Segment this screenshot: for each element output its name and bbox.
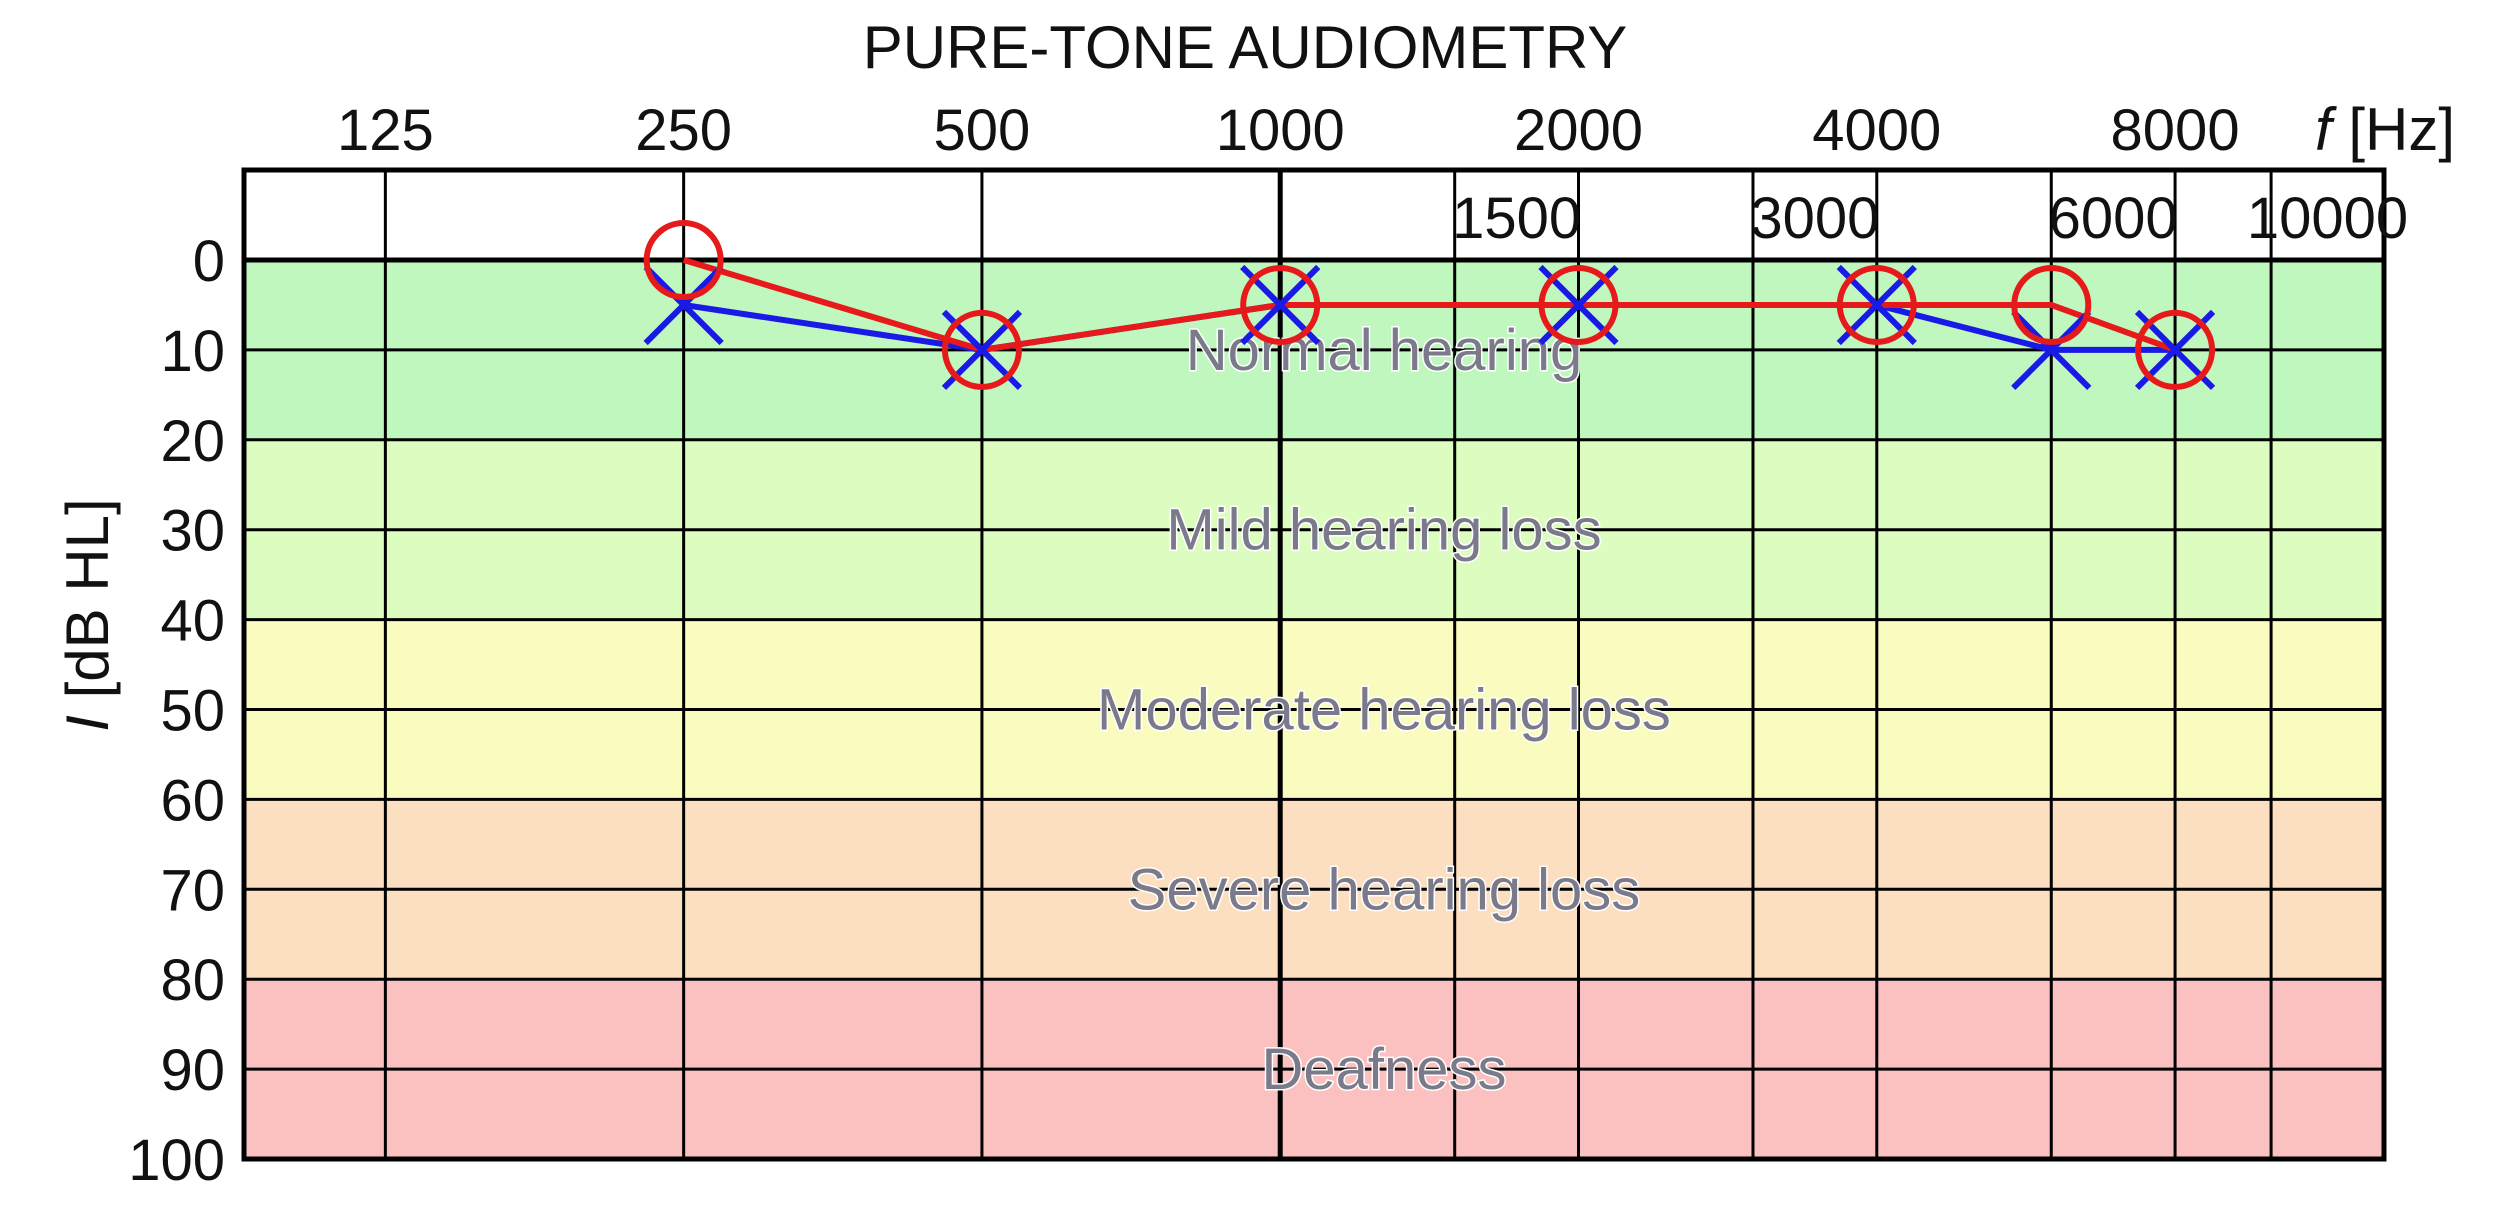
x-tick-top-3: 1000 (1216, 98, 1345, 163)
y-tick-5: 50 (160, 679, 225, 744)
marker-x-0 (643, 264, 724, 346)
marker-o-5 (2011, 264, 2092, 345)
x-tick-inner-1: 3000 (1750, 186, 1879, 251)
y-tick-3: 30 (160, 499, 225, 564)
x-tick-top-0: 125 (337, 98, 434, 163)
y-tick-4: 40 (160, 589, 225, 654)
plot-frame (241, 167, 2387, 1162)
grid-lines (244, 170, 2384, 1159)
band-labels: Normal hearing Mild hearing loss Moderate … (1096, 316, 1673, 1103)
marker-x-5 (2011, 309, 2092, 391)
y-tick-7: 70 (160, 858, 225, 923)
x-tick-top-2: 500 (934, 98, 1031, 163)
x-axis-unit: [Hz] (2348, 96, 2455, 163)
y-tick-9: 90 (160, 1038, 225, 1103)
marker-o-4 (1836, 264, 1917, 345)
x-tick-top-4: 2000 (1514, 98, 1643, 163)
x-tick-inner-0: 1500 (1452, 186, 1581, 251)
y-axis-variable: I (54, 715, 121, 732)
band-label-2: Moderate hearing loss (1097, 678, 1671, 743)
series-layer (643, 220, 2216, 391)
x-tick-inner-3: 10000 (2247, 186, 2408, 251)
y-tick-labels: 0 10 20 30 40 50 60 70 80 90 100 (128, 229, 225, 1193)
y-tick-1: 10 (160, 319, 225, 384)
y-tick-8: 80 (160, 948, 225, 1013)
chart-title: PURE-TONE AUDIOMETRY (863, 14, 1628, 81)
band-label-0: Normal hearing (1186, 318, 1583, 383)
y-tick-2: 20 (160, 409, 225, 474)
marker-o-3 (1538, 264, 1619, 345)
y-axis-unit: [dB HL] (54, 498, 121, 698)
x-tick-labels: 125 250 500 1000 2000 4000 8000 1500 3000 6000 100… (337, 98, 2408, 251)
marker-o-2 (1240, 264, 1321, 345)
y-tick-10: 100 (128, 1128, 225, 1193)
band-label-3: Severe hearing loss (1128, 857, 1641, 922)
band-label-4: Deafness (1261, 1037, 1506, 1102)
x-tick-top-5: 4000 (1812, 98, 1941, 163)
y-tick-0: 0 (193, 229, 225, 294)
y-tick-6: 60 (160, 768, 225, 833)
x-axis-variable: f (2315, 96, 2337, 163)
x-tick-top-6: 8000 (2111, 98, 2240, 163)
marker-o-0 (643, 220, 724, 300)
y-axis-label: I [dB HL] (54, 498, 121, 731)
x-axis-label: f [Hz] (2315, 96, 2455, 163)
x-tick-top-1: 250 (635, 98, 732, 163)
marker-o-6 (2135, 309, 2216, 390)
marker-o-1 (941, 309, 1022, 390)
band-label-1: Mild hearing loss (1166, 498, 1601, 563)
x-tick-inner-2: 6000 (2049, 186, 2178, 251)
